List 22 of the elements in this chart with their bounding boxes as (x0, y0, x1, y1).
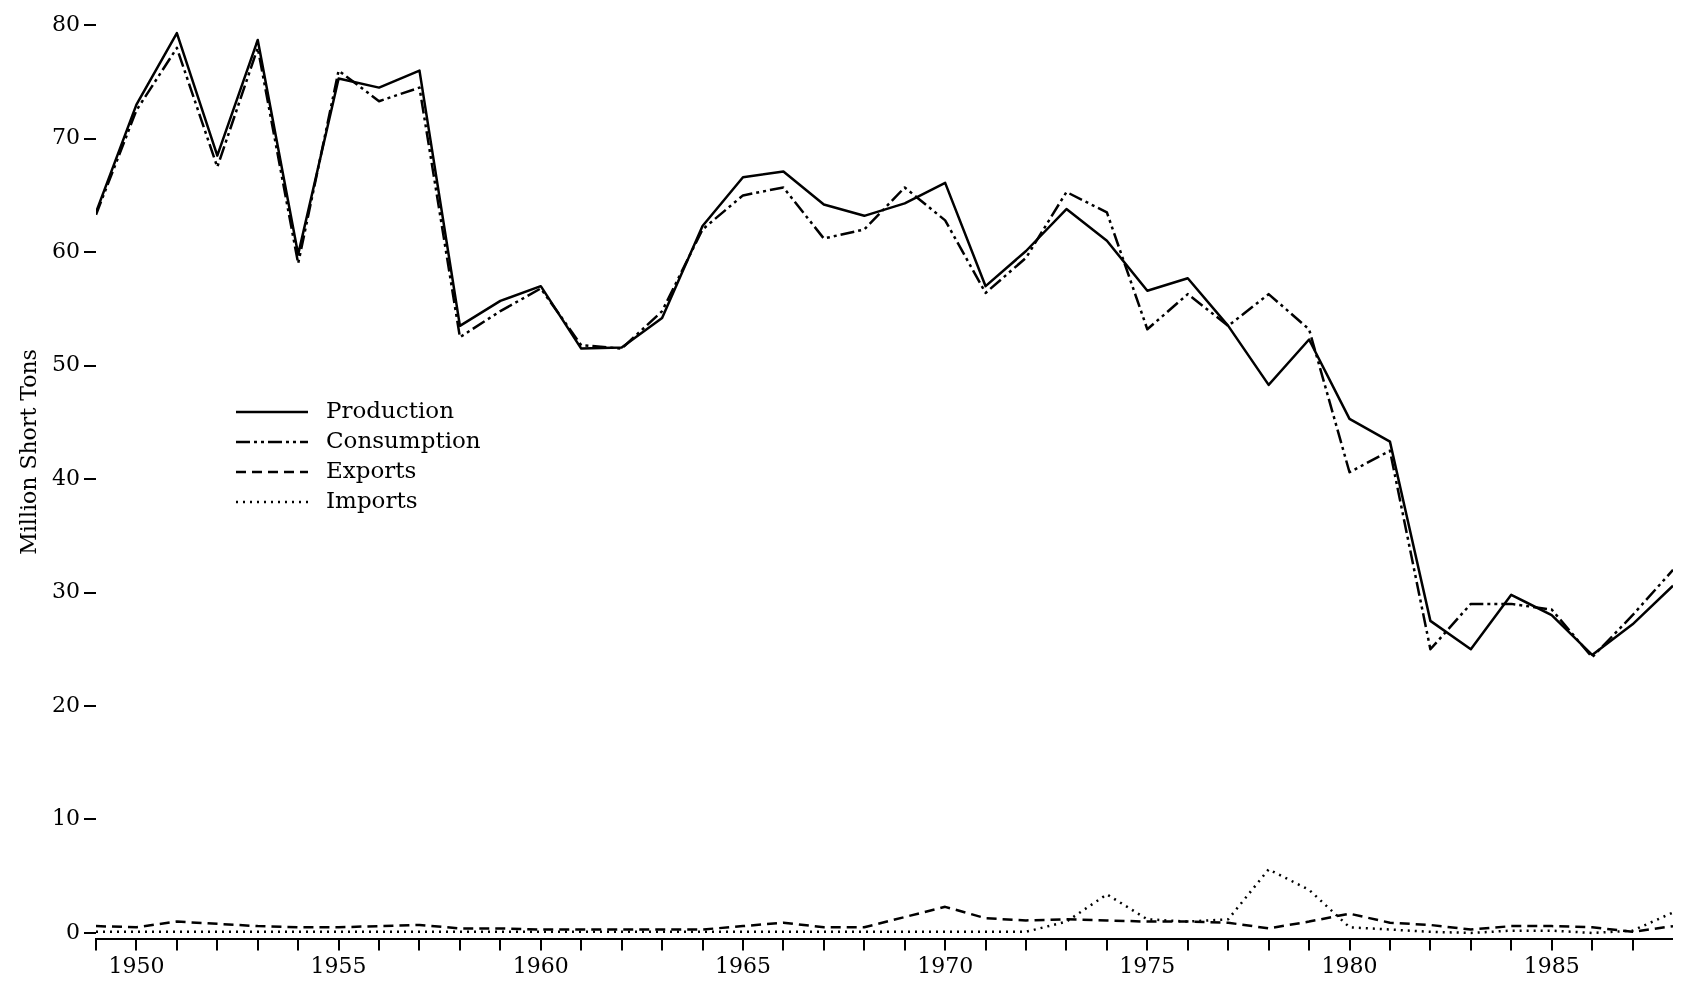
y-tick-label: 20 (51, 691, 80, 717)
legend-label: Consumption (325, 426, 481, 453)
y-tick-label: 0 (65, 918, 80, 944)
y-axis-title: Million Short Tons (15, 349, 41, 555)
x-tick-label: 1950 (108, 952, 165, 978)
y-tick-label: 60 (51, 237, 80, 263)
x-tick-label: 1970 (917, 952, 974, 978)
y-tick-label: 40 (51, 464, 80, 490)
x-tick-label: 1960 (512, 952, 569, 978)
y-tick-label: 70 (51, 124, 80, 150)
legend-label: Production (325, 396, 455, 423)
x-tick-label: 1965 (714, 952, 771, 978)
x-tick-label: 1955 (310, 952, 367, 978)
legend-label: Imports (325, 486, 418, 513)
x-tick-label: 1975 (1119, 952, 1176, 978)
legend-label: Exports (325, 456, 417, 483)
y-tick-label: 10 (51, 805, 80, 831)
y-tick-label: 50 (51, 351, 80, 377)
y-tick-label: 80 (51, 10, 80, 36)
x-tick-label: 1985 (1523, 952, 1580, 978)
x-tick-label: 1980 (1321, 952, 1378, 978)
y-tick-label: 30 (51, 578, 80, 604)
